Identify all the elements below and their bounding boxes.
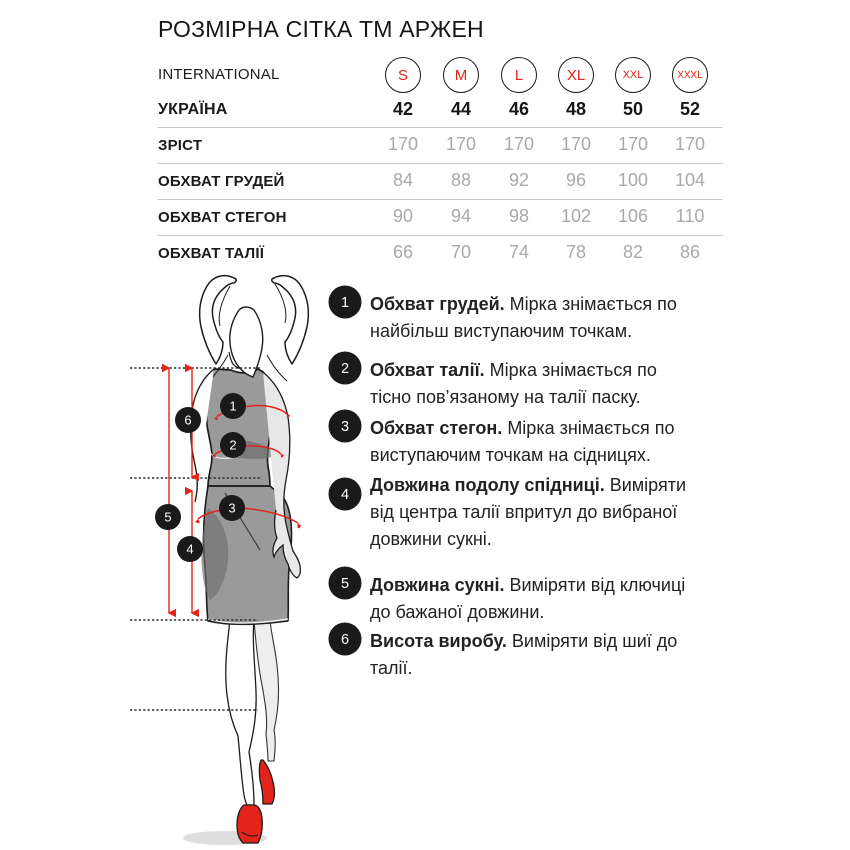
- svg-text:6: 6: [341, 632, 349, 648]
- svg-text:3: 3: [228, 501, 235, 516]
- svg-text:3: 3: [341, 419, 349, 435]
- svg-text:1: 1: [341, 295, 349, 311]
- svg-text:4: 4: [186, 542, 193, 557]
- svg-text:6: 6: [184, 413, 191, 428]
- svg-text:5: 5: [341, 576, 349, 592]
- svg-text:5: 5: [164, 510, 171, 525]
- svg-text:4: 4: [341, 487, 349, 503]
- svg-text:2: 2: [341, 361, 349, 377]
- svg-text:2: 2: [229, 438, 236, 453]
- svg-text:1: 1: [229, 399, 236, 414]
